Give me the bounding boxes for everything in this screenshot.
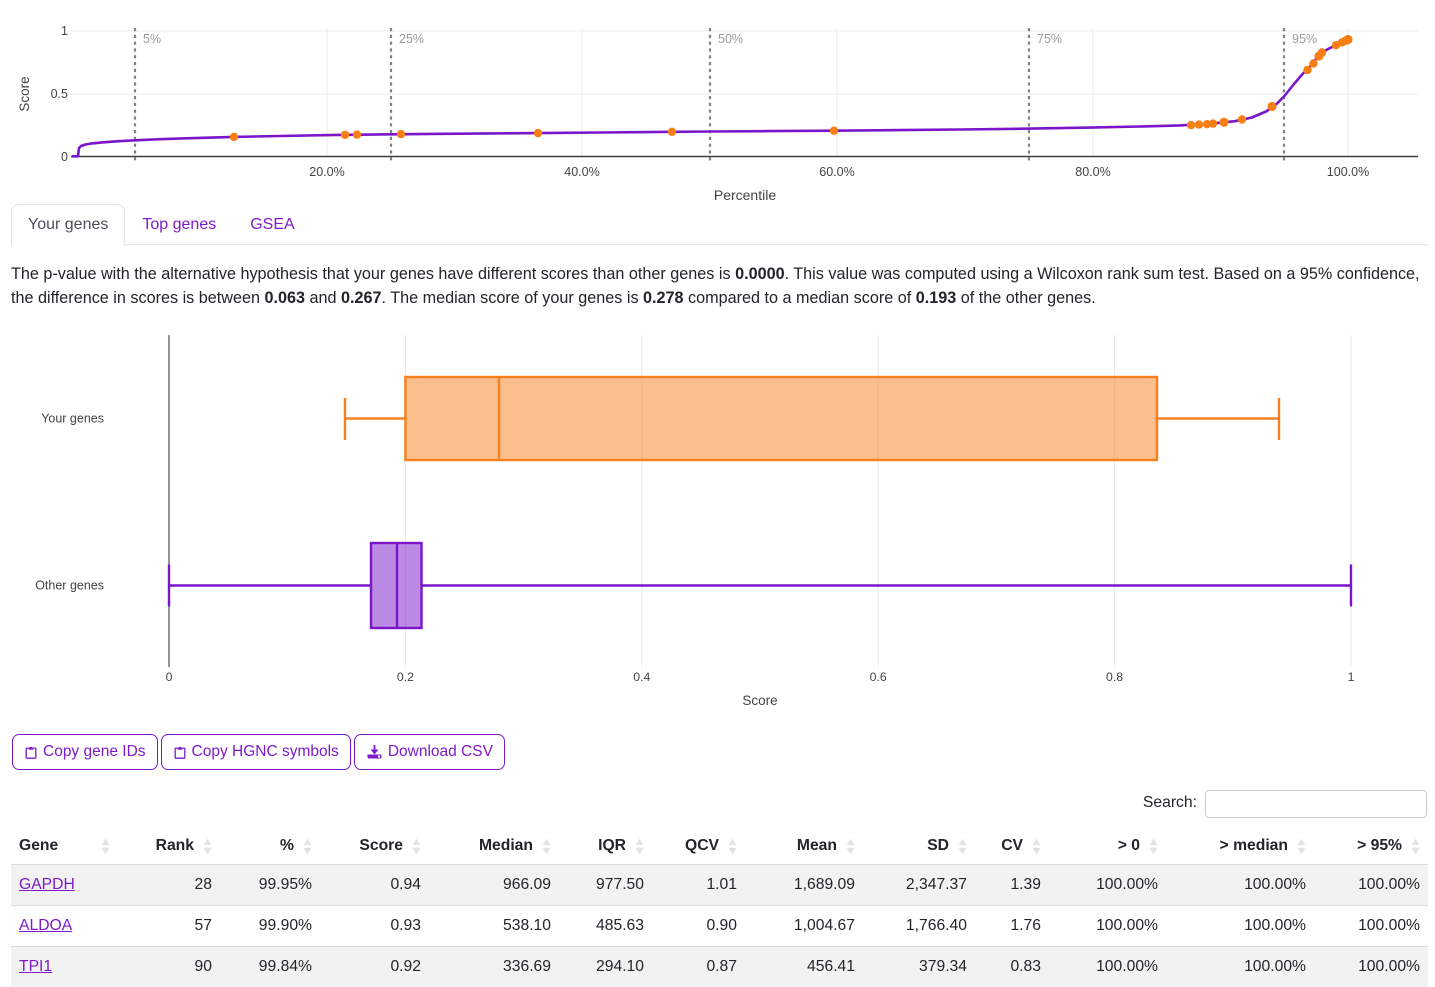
svg-text:25%: 25% [399, 32, 424, 46]
svg-text:5%: 5% [143, 32, 161, 46]
svg-text:Your genes: Your genes [41, 412, 104, 426]
svg-text:Other genes: Other genes [35, 579, 104, 593]
svg-text:Score: Score [742, 693, 777, 708]
svg-text:1: 1 [1348, 670, 1355, 684]
svg-text:95%: 95% [1292, 32, 1317, 46]
svg-text:0.5: 0.5 [51, 87, 68, 101]
svg-text:0: 0 [166, 670, 173, 684]
svg-text:75%: 75% [1037, 32, 1062, 46]
svg-text:Percentile: Percentile [714, 187, 776, 203]
svg-text:80.0%: 80.0% [1075, 165, 1110, 179]
svg-text:100.0%: 100.0% [1327, 165, 1369, 179]
svg-text:0.4: 0.4 [633, 670, 650, 684]
svg-text:60.0%: 60.0% [819, 165, 854, 179]
svg-text:40.0%: 40.0% [564, 165, 599, 179]
svg-text:0: 0 [61, 150, 68, 164]
svg-text:20.0%: 20.0% [309, 165, 344, 179]
svg-text:50%: 50% [718, 32, 743, 46]
svg-text:0.8: 0.8 [1106, 670, 1123, 684]
svg-text:1: 1 [61, 24, 68, 38]
svg-text:Score: Score [17, 76, 32, 111]
svg-text:0.6: 0.6 [870, 670, 887, 684]
svg-text:0.2: 0.2 [397, 670, 414, 684]
